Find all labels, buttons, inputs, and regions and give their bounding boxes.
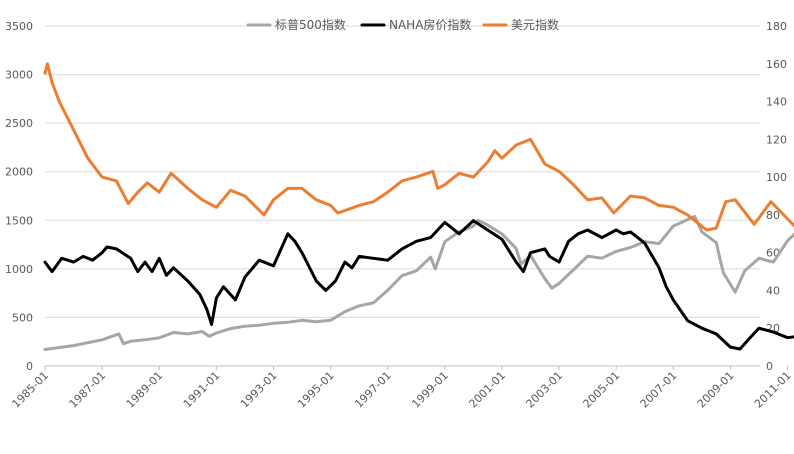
x-tick-label: 1993-01	[238, 369, 280, 411]
left-y-tick-label: 2500	[5, 117, 33, 130]
left-y-tick-label: 3500	[5, 20, 33, 33]
x-tick-label: 1985-01	[9, 369, 51, 411]
legend-label-sp500: 标普500指数	[275, 17, 346, 32]
x-tick-label: 2001-01	[466, 369, 508, 411]
right-y-tick-label: 0	[766, 360, 773, 373]
left-y-axis-ticks: 0 500 1000 1500 2000 2500 3000 3500	[5, 20, 33, 373]
series-lines	[43, 62, 794, 351]
right-y-tick-label: 40	[766, 284, 780, 297]
right-y-tick-label: 180	[766, 20, 787, 33]
series-line-1	[43, 219, 794, 351]
legend: 标普500指数 NAHA房价指数 美元指数	[246, 17, 559, 32]
x-tick-label: 2011-01	[752, 369, 794, 411]
legend-label-naha: NAHA房价指数	[389, 17, 471, 32]
right-y-tick-label: 100	[766, 171, 787, 184]
left-y-tick-label: 2000	[5, 166, 33, 179]
x-tick-label: 2007-01	[638, 369, 680, 411]
series-line-2	[43, 62, 794, 232]
left-y-tick-label: 1500	[5, 214, 33, 227]
x-tick-label: 1999-01	[409, 369, 451, 411]
right-y-tick-label: 160	[766, 58, 787, 71]
x-tick-label: 1989-01	[124, 369, 166, 411]
legend-label-usd: 美元指数	[511, 17, 559, 32]
x-tick-label: 1991-01	[181, 369, 223, 411]
left-y-tick-label: 3000	[5, 69, 33, 82]
right-y-tick-label: 80	[766, 209, 780, 222]
left-y-tick-label: 1000	[5, 263, 33, 276]
right-y-tick-label: 120	[766, 133, 787, 146]
legend-item-usd: 美元指数	[482, 17, 559, 32]
x-tick-label: 1997-01	[352, 369, 394, 411]
left-y-tick-label: 0	[26, 360, 33, 373]
x-tick-label: 2005-01	[581, 369, 623, 411]
x-tick-label: 1995-01	[295, 369, 337, 411]
x-tick-label: 2009-01	[695, 369, 737, 411]
right-y-tick-label: 140	[766, 96, 787, 109]
x-tick-label: 2003-01	[524, 369, 566, 411]
gridlines	[45, 25, 760, 318]
x-axis-ticks: 1985-01 1987-01 1989-01 1991-01 1993-01 1995-…	[9, 366, 794, 411]
left-y-tick-label: 500	[12, 311, 33, 324]
legend-item-sp500: 标普500指数	[246, 17, 346, 32]
x-tick-label: 1987-01	[67, 369, 109, 411]
series-line-0	[43, 214, 794, 351]
legend-item-naha: NAHA房价指数	[360, 17, 471, 32]
